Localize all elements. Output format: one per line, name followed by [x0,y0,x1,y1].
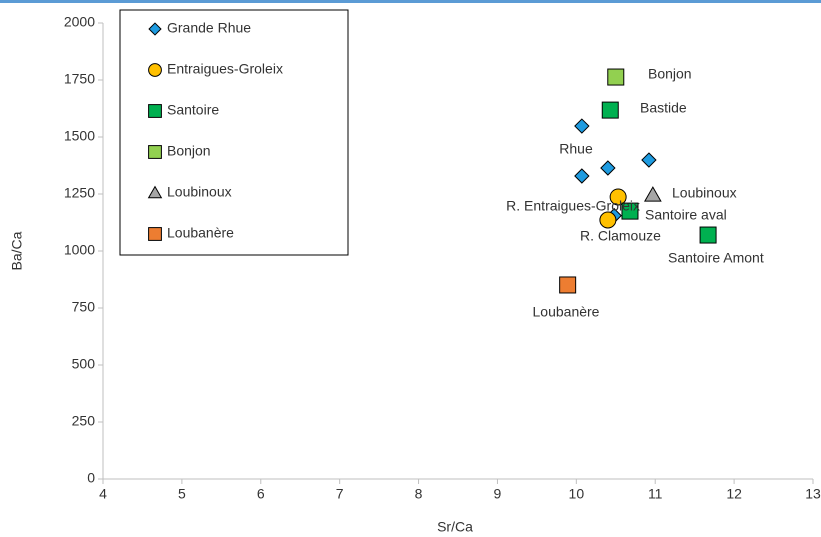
point [600,160,616,176]
point [601,101,619,119]
legend-label: Entraigues-Groleix [167,61,283,77]
annotation: Loubanère [533,304,600,320]
point [599,211,617,229]
legend-label: Santoire [167,102,219,118]
x-tick-label: 4 [99,486,107,502]
point [699,226,717,244]
y-tick-label: 1750 [64,71,95,87]
point [574,168,590,184]
point [607,68,625,86]
legend-marker [148,227,162,241]
annotation: Santoire aval [645,207,727,223]
x-tick-label: 13 [805,486,821,502]
y-tick-label: 1500 [64,128,95,144]
y-tick-label: 250 [72,413,96,429]
x-tick-label: 11 [648,486,663,502]
y-tick-label: 0 [87,470,95,486]
legend-label: Loubinoux [167,184,232,200]
top-strip [0,0,821,3]
legend-marker [147,185,163,199]
y-tick-label: 500 [72,356,96,372]
x-tick-label: 5 [178,486,186,502]
point [574,118,590,134]
x-tick-label: 6 [257,486,265,502]
legend-marker [148,104,162,118]
legend-marker [148,63,162,77]
x-tick-label: 7 [336,486,344,502]
x-tick-label: 10 [569,486,585,502]
annotation: Bastide [640,100,687,116]
annotation: Rhue [559,141,593,157]
point [621,202,639,220]
annotation: R. Clamouze [580,228,661,244]
x-tick-label: 12 [726,486,742,502]
point [641,152,657,168]
point [609,188,627,206]
point [559,276,577,294]
legend-label: Grande Rhue [167,20,251,36]
y-tick-label: 2000 [64,14,95,30]
y-axis-label: Ba/Ca [9,231,25,270]
legend-marker [148,22,162,36]
y-tick-label: 1250 [64,185,95,201]
x-axis-label: Sr/Ca [437,519,473,535]
legend-marker [148,145,162,159]
legend-box [119,9,349,256]
point [643,186,662,202]
y-tick-label: 750 [72,299,96,315]
legend-label: Loubanère [167,225,234,241]
x-tick-label: 8 [415,486,423,502]
legend-label: Bonjon [167,143,211,159]
annotation: Bonjon [648,66,692,82]
y-tick-label: 1000 [64,242,95,258]
x-tick-label: 9 [494,486,502,502]
annotation: Santoire Amont [668,250,764,266]
annotation: R. Entraigues-Groleix [506,198,640,214]
annotation: Loubinoux [672,185,737,201]
